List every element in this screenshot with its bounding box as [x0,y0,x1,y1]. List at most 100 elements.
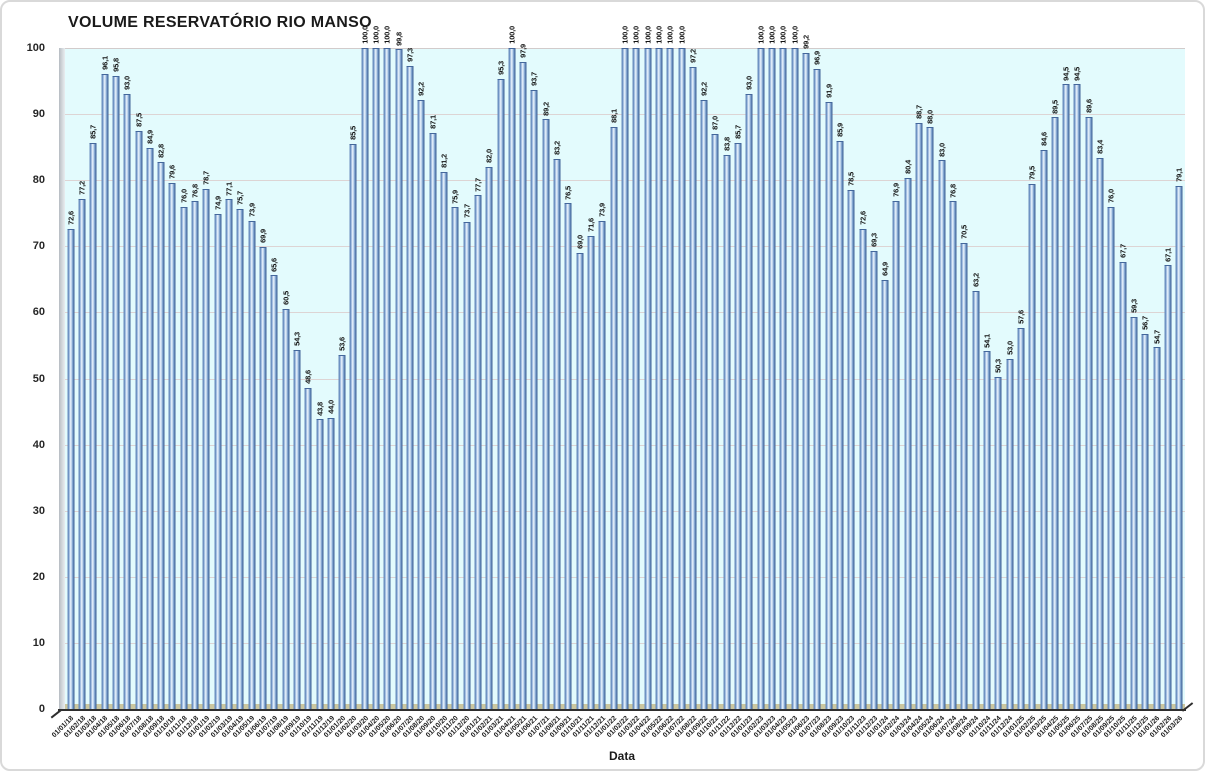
bar [485,166,493,709]
bar-slot: 50,3 01/11/24 [979,48,1004,739]
bar-slot: 100,0 01/03/22 [617,26,642,739]
bar [236,208,244,709]
bar [1096,157,1104,709]
bar [338,354,346,709]
bar-slot: 81,2 01/10/20 [425,48,449,739]
bar-value-label: 97,9 [518,44,528,58]
bar-value-label: 83,4 [1095,139,1105,154]
bar-value-label: 73,7 [462,204,472,218]
bar-value-label: 100,0 [790,26,800,44]
bar [892,200,900,709]
bar-slot: 72,6 01/11/23 [844,48,868,739]
bar-slot: 60,5 01/08/19 [266,48,291,739]
bar [225,199,233,709]
bar [576,252,584,709]
bar-slot: 76,8 01/12/18 [176,48,200,740]
bar-slot: 76,0 01/09/25 [1092,48,1117,739]
bar-slot: 96,1 01/04/18 [85,48,110,739]
bar [553,159,561,709]
bar [791,48,799,709]
bar [1062,84,1070,709]
bar-value-label: 77,7 [473,177,483,192]
bar [1107,206,1115,709]
bar [870,250,878,709]
bar-value-label: 92,2 [699,81,709,96]
bar-slot: 77,7 01/01/21 [459,48,483,740]
bar [644,48,652,709]
bar [655,48,663,709]
bar-value-label: 50,3 [993,358,1003,373]
bar-value-label: 83,8 [722,137,732,152]
bar-slot: 83,2 01/08/21 [538,48,562,739]
bar-slot: 69,3 01/12/23 [855,48,879,739]
bar-value-label: 93,7 [529,71,539,86]
bar-value-label: 76,8 [948,183,958,198]
bar-slot: 85,7 01/03/18 [74,48,99,739]
bar [983,351,991,709]
bar [406,65,414,709]
bar-slot: 100,0 01/04/21 [493,26,517,739]
bar-value-label: 100,0 [665,26,675,44]
bar [587,235,595,709]
bar-value-label: 69,3 [869,233,879,247]
bar-value-label: 72,6 [66,211,76,226]
bar-slot: 83,8 01/11/22 [708,48,732,739]
bar-value-label: 88,0 [925,109,935,124]
bar [689,66,697,709]
bar-value-label: 75,9 [450,189,460,204]
bar [610,126,618,709]
y-tick-label: 10 [32,636,45,649]
bar-slot: 82,0 01/02/21 [470,48,495,739]
bar-value-label: 59,3 [1129,299,1139,314]
bar-value-label: 100,0 [654,26,664,44]
bar-value-label: 80,4 [903,159,913,174]
bar-slot: 54,3 01/09/19 [278,48,302,739]
bar [847,190,855,709]
bar [711,133,719,709]
bar [666,48,674,709]
bar [112,75,120,709]
bar-value-label: 53,0 [1005,340,1015,355]
chart-title: VOLUME RESERVATÓRIO RIO MANSO [68,14,372,31]
bar-slot: 57,6 01/01/25 [1002,48,1026,739]
bar-value-label: 67,7 [1118,243,1128,258]
bar-slot: 63,2 01/09/24 [956,48,981,739]
y-tick-label: 20 [32,570,45,583]
bar [508,48,516,709]
bar [89,142,97,709]
bar [497,79,505,709]
bar-value-label: 85,7 [733,124,743,139]
bar [1085,116,1093,709]
bar [678,48,686,709]
y-tick-label: 50 [32,372,45,385]
bar-value-label: 76,8 [190,183,200,198]
bar-value-label: 44,0 [326,400,336,415]
bar-slot: 65,6 01/07/19 [255,48,280,740]
bar [1017,328,1025,709]
bar [598,220,606,709]
bar-slot: 67,1 01/02/26 [1149,48,1173,740]
bar-slot: 77,2 01/02/18 [63,48,87,739]
bar-value-label: 76,0 [1106,188,1116,203]
bar [451,207,459,709]
bar [214,213,222,709]
bar [1164,265,1172,709]
bar-slot: 79,5 01/02/25 [1013,48,1038,740]
bar [745,94,753,709]
bar-slot: 69,0 01/10/21 [560,48,585,739]
bar-slot: 100,0 01/05/22 [640,26,664,739]
bar [349,143,357,709]
bar [881,280,889,709]
bar [316,419,324,709]
bar-value-label: 96,9 [812,50,822,65]
x-axis-line [58,709,1186,711]
bar-value-label: 79,6 [167,165,177,179]
bar [383,48,391,709]
bar [779,48,787,709]
bar-slot: 67,7 01/10/25 [1103,48,1128,740]
bar-value-label: 89,6 [1084,98,1094,113]
bar [813,68,821,709]
bar-slot: 70,5 01/08/24 [945,48,970,739]
bar-slot: 89,2 01/07/21 [527,48,551,740]
